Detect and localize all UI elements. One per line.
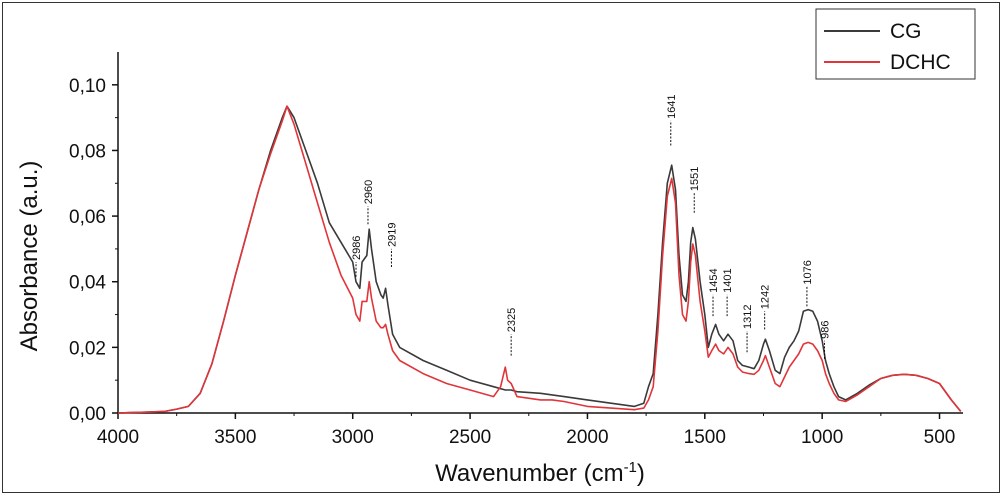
peak-label-2325: 2325 (506, 308, 518, 332)
x-tick-label: 500 (924, 427, 956, 448)
x-tick-label: 2000 (566, 427, 608, 448)
peak-label-2919: 2919 (386, 222, 398, 246)
peak-label-2960: 2960 (363, 180, 375, 204)
peak-label-2986: 2986 (351, 236, 363, 260)
peak-label-1454: 1454 (708, 268, 720, 292)
legend-box (815, 8, 976, 80)
peak-annotations: 2986 2960 2919 2325 1641 1551 1454 1401 1312 1242… (351, 94, 832, 359)
series-layer (117, 105, 962, 414)
x-axis-title-end: ) (637, 460, 645, 487)
legend-label-cg: CG (890, 20, 922, 43)
series-line-cg (117, 105, 962, 414)
series-line-dchc (117, 105, 962, 414)
y-tick-label: 0,02 (69, 338, 106, 359)
x-axis-title-sup: -1 (624, 459, 637, 476)
y-tick-label: 0,08 (69, 141, 106, 162)
y-axis-title: Absorbance (a.u.) (16, 161, 43, 352)
x-tick-label: 3500 (214, 427, 256, 448)
x-tick-label: 4000 (97, 427, 139, 448)
x-tick-label: 1000 (801, 427, 843, 448)
axes: 0,00 0,02 0,04 0,06 0,08 0,10 4000 3500 3000 2500… (69, 52, 963, 448)
peak-label-986: 986 (820, 320, 832, 338)
x-axis-title: Wavenumber (cm-1) (435, 459, 645, 487)
y-tick-label: 0,06 (69, 207, 106, 228)
peak-label-1076: 1076 (802, 260, 814, 284)
peak-label-1641: 1641 (666, 94, 678, 118)
x-tick-label: 2500 (449, 427, 491, 448)
x-tick-label: 3000 (332, 427, 374, 448)
y-tick-label: 0,04 (69, 273, 106, 294)
y-tick-label: 0,10 (69, 76, 106, 97)
peak-label-1312: 1312 (742, 304, 754, 328)
peak-label-1551: 1551 (689, 167, 701, 191)
peak-label-1242: 1242 (760, 285, 772, 309)
x-axis-title-main: Wavenumber (cm (435, 460, 623, 487)
y-tick-label: 0,00 (69, 404, 106, 425)
legend: CG DCHC (815, 8, 976, 80)
legend-label-dchc: DCHC (890, 51, 951, 74)
x-tick-label: 1500 (684, 427, 726, 448)
peak-label-1401: 1401 (722, 268, 734, 292)
